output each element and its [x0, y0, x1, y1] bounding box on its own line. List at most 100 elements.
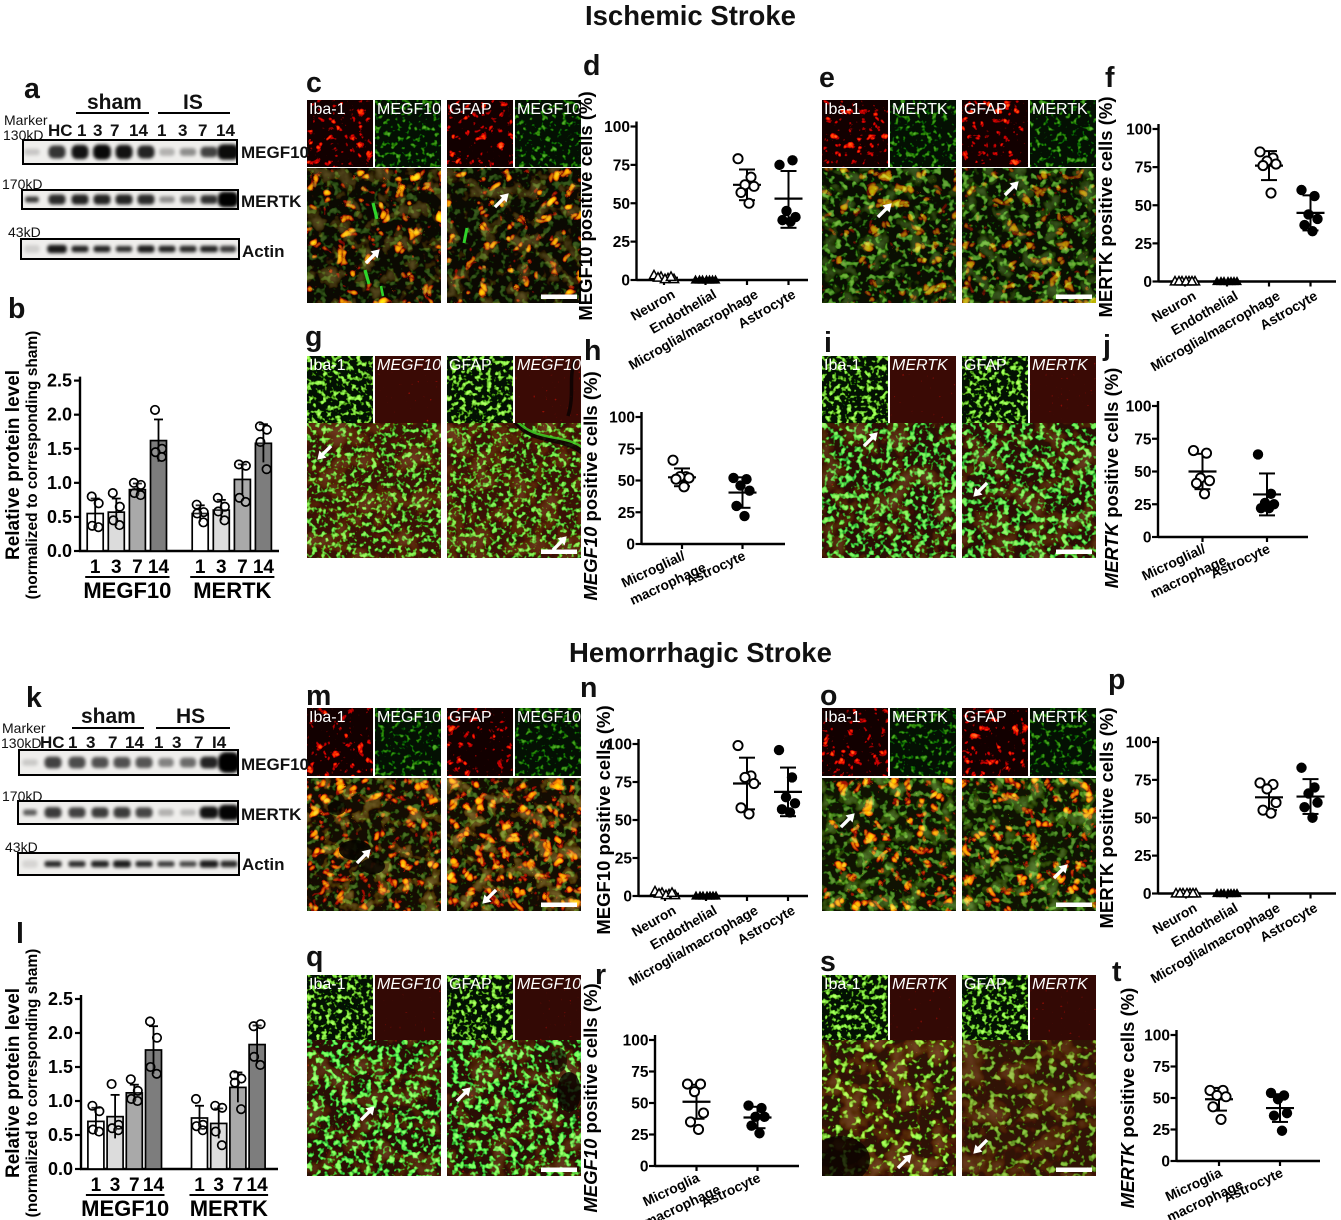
svg-text:Astrocyte: Astrocyte — [1257, 900, 1320, 945]
svg-text:1: 1 — [90, 557, 101, 578]
svg-text:75: 75 — [631, 1064, 649, 1081]
svg-text:2.5: 2.5 — [47, 371, 72, 391]
svg-text:75: 75 — [613, 157, 631, 174]
svg-text:Astrocyte: Astrocyte — [684, 548, 748, 589]
svg-text:MERTK positive cells (%): MERTK positive cells (%) — [1096, 707, 1117, 928]
svg-text:Endothelial: Endothelial — [1169, 288, 1241, 338]
svg-text:macrophage: macrophage — [628, 559, 709, 607]
svg-text:100: 100 — [1126, 399, 1152, 416]
svg-text:100: 100 — [623, 1033, 649, 1050]
svg-text:1.0: 1.0 — [47, 473, 72, 493]
svg-text:50: 50 — [618, 473, 635, 490]
svg-text:Astrocyte: Astrocyte — [1257, 288, 1320, 333]
svg-text:14: 14 — [247, 1175, 269, 1196]
svg-text:14: 14 — [143, 1175, 165, 1196]
svg-text:Microglia/macrophage: Microglia/macrophage — [1148, 900, 1283, 986]
svg-text:3: 3 — [111, 557, 122, 578]
svg-text:Microglial/: Microglial/ — [619, 548, 687, 591]
svg-text:75: 75 — [1153, 1059, 1171, 1076]
svg-text:100: 100 — [1126, 735, 1152, 752]
svg-text:Neuron: Neuron — [629, 903, 678, 940]
svg-text:0.5: 0.5 — [47, 507, 72, 527]
svg-text:25: 25 — [631, 1127, 649, 1144]
svg-text:7: 7 — [233, 1175, 244, 1196]
svg-text:Microglia/macrophage: Microglia/macrophage — [626, 902, 761, 988]
svg-text:(normalized to corresponding s: (normalized to corresponding sham) — [24, 331, 41, 600]
svg-text:Neuron: Neuron — [1150, 900, 1199, 937]
svg-text:2.0: 2.0 — [47, 405, 72, 425]
svg-text:Astrocyte: Astrocyte — [735, 286, 798, 331]
svg-text:0: 0 — [626, 537, 635, 554]
svg-text:100: 100 — [609, 410, 635, 427]
svg-text:Endothelial: Endothelial — [647, 287, 719, 337]
svg-text:50: 50 — [1135, 198, 1152, 215]
svg-text:Astrocyte: Astrocyte — [735, 902, 798, 947]
svg-text:2.5: 2.5 — [48, 989, 73, 1009]
svg-text:50: 50 — [631, 1096, 648, 1113]
svg-text:7: 7 — [237, 557, 248, 578]
svg-text:Relative protein level: Relative protein level — [3, 988, 24, 1178]
svg-text:0: 0 — [1143, 274, 1152, 291]
svg-text:25: 25 — [615, 851, 633, 868]
svg-text:Microglial/: Microglial/ — [1140, 541, 1208, 584]
svg-text:MEGF10 positive cells (%): MEGF10 positive cells (%) — [580, 371, 601, 600]
svg-text:3: 3 — [213, 1175, 224, 1196]
svg-text:macrophage: macrophage — [642, 1181, 723, 1220]
svg-text:3: 3 — [110, 1175, 121, 1196]
svg-text:MERTK: MERTK — [190, 1196, 268, 1220]
svg-text:75: 75 — [1134, 431, 1152, 448]
svg-text:macrophage: macrophage — [1165, 1176, 1246, 1220]
svg-text:0.0: 0.0 — [48, 1159, 73, 1179]
svg-text:1: 1 — [195, 557, 206, 578]
svg-text:(normalized to corresponding s: (normalized to corresponding sham) — [24, 949, 41, 1218]
svg-text:25: 25 — [613, 234, 631, 251]
svg-text:25: 25 — [618, 505, 636, 522]
svg-text:1.0: 1.0 — [48, 1091, 73, 1111]
svg-text:100: 100 — [1126, 122, 1152, 139]
svg-text:2.0: 2.0 — [48, 1023, 73, 1043]
svg-text:25: 25 — [1134, 497, 1152, 514]
svg-text:50: 50 — [1153, 1091, 1170, 1108]
svg-text:75: 75 — [1134, 772, 1152, 789]
svg-text:Neuron: Neuron — [1149, 288, 1198, 325]
svg-text:MEGF10: MEGF10 — [81, 1196, 169, 1220]
svg-text:MERTK positive cells (%): MERTK positive cells (%) — [1117, 988, 1138, 1209]
svg-text:Microglia: Microglia — [1163, 1165, 1225, 1204]
svg-text:7: 7 — [132, 557, 143, 578]
svg-text:7: 7 — [129, 1175, 140, 1196]
svg-text:1: 1 — [194, 1175, 205, 1196]
svg-text:75: 75 — [618, 441, 636, 458]
svg-text:Relative protein level: Relative protein level — [3, 370, 24, 560]
svg-text:100: 100 — [606, 737, 632, 754]
svg-text:Microglia: Microglia — [641, 1170, 703, 1209]
svg-text:100: 100 — [1144, 1028, 1170, 1045]
svg-text:1: 1 — [91, 1175, 102, 1196]
svg-text:Endothelial: Endothelial — [648, 903, 720, 953]
svg-text:0: 0 — [640, 1159, 649, 1176]
svg-text:0: 0 — [1143, 530, 1152, 547]
svg-text:25: 25 — [1153, 1122, 1171, 1139]
svg-text:75: 75 — [1135, 160, 1153, 177]
svg-text:0: 0 — [623, 889, 632, 906]
svg-text:MEGF10: MEGF10 — [83, 578, 171, 603]
svg-text:Astrocyte: Astrocyte — [699, 1170, 763, 1211]
svg-text:macrophage: macrophage — [1148, 552, 1229, 600]
svg-text:1.5: 1.5 — [47, 439, 72, 459]
svg-text:25: 25 — [1135, 236, 1153, 253]
svg-text:14: 14 — [253, 557, 275, 578]
svg-text:MERTK positive cells (%): MERTK positive cells (%) — [1101, 368, 1122, 589]
svg-text:0: 0 — [1161, 1154, 1170, 1171]
svg-text:Neuron: Neuron — [628, 287, 677, 324]
svg-text:0.0: 0.0 — [47, 541, 72, 561]
svg-text:Endothelial: Endothelial — [1169, 900, 1241, 950]
svg-text:25: 25 — [1134, 848, 1152, 865]
svg-text:75: 75 — [615, 775, 633, 792]
svg-text:Astrocyte: Astrocyte — [1208, 541, 1272, 582]
svg-text:1.5: 1.5 — [48, 1057, 73, 1077]
svg-text:3: 3 — [216, 557, 227, 578]
svg-text:100: 100 — [604, 119, 630, 136]
svg-text:0: 0 — [1143, 886, 1152, 903]
svg-text:50: 50 — [613, 196, 630, 213]
svg-text:0.5: 0.5 — [48, 1125, 73, 1145]
svg-text:0: 0 — [621, 273, 630, 290]
